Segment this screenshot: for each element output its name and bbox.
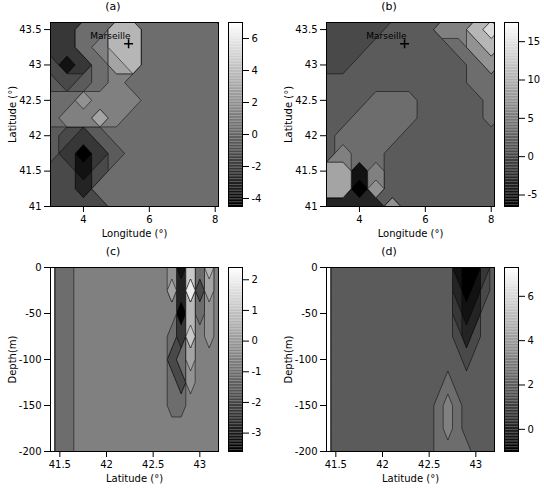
svg-text:Latitude (°): Latitude (°): [7, 86, 18, 143]
svg-text:8: 8: [212, 214, 218, 225]
svg-text:-150: -150: [19, 400, 42, 411]
svg-text:43: 43: [469, 459, 482, 470]
svg-text:4: 4: [80, 214, 86, 225]
svg-text:0: 0: [252, 129, 258, 140]
svg-text:Latitude (°): Latitude (°): [283, 86, 294, 143]
html-text:(d): (d): [381, 245, 397, 258]
svg-text:2: 2: [528, 379, 534, 390]
svg-text:-5: -5: [528, 189, 538, 200]
svg-text:41: 41: [29, 201, 42, 212]
svg-text:Marseille: Marseille: [90, 31, 131, 41]
svg-text:6: 6: [528, 291, 534, 302]
svg-text:-50: -50: [301, 308, 317, 319]
svg-text:43.5: 43.5: [19, 24, 41, 35]
svg-text:43.5: 43.5: [295, 24, 317, 35]
svg-text:8: 8: [488, 214, 494, 225]
svg-text:10: 10: [528, 74, 541, 85]
svg-text:41.5: 41.5: [19, 165, 41, 176]
svg-text:42.5: 42.5: [142, 459, 164, 470]
svg-text:41.5: 41.5: [295, 165, 317, 176]
svg-text:-1: -1: [252, 366, 262, 377]
svg-text:6: 6: [422, 214, 428, 225]
svg-text:Longitude (°): Longitude (°): [102, 228, 168, 239]
svg-text:5: 5: [528, 113, 534, 124]
svg-text:42.5: 42.5: [418, 459, 440, 470]
svg-text:0: 0: [35, 262, 41, 273]
svg-text:-2: -2: [252, 161, 262, 172]
svg-text:Latitude (°): Latitude (°): [106, 473, 163, 484]
svg-text:-3: -3: [252, 427, 262, 438]
svg-text:6: 6: [252, 33, 258, 44]
svg-text:43: 43: [29, 59, 42, 70]
svg-text:Latitude (°): Latitude (°): [382, 473, 439, 484]
svg-text:0: 0: [311, 262, 317, 273]
svg-text:6: 6: [146, 214, 152, 225]
svg-text:-100: -100: [295, 354, 318, 365]
html-text:(b): (b): [381, 0, 397, 13]
svg-text:42: 42: [29, 130, 42, 141]
svg-text:1: 1: [252, 305, 258, 316]
svg-text:43: 43: [193, 459, 206, 470]
svg-text:4: 4: [356, 214, 362, 225]
svg-text:2: 2: [252, 97, 258, 108]
svg-text:2: 2: [252, 274, 258, 285]
svg-text:0: 0: [252, 335, 258, 346]
svg-text:41.5: 41.5: [49, 459, 71, 470]
svg-text:-4: -4: [252, 193, 262, 204]
svg-text:41: 41: [305, 201, 318, 212]
svg-text:Depth(m): Depth(m): [7, 335, 18, 383]
svg-text:4: 4: [528, 335, 534, 346]
svg-text:42: 42: [305, 130, 318, 141]
svg-text:-200: -200: [19, 446, 42, 457]
svg-text:-200: -200: [295, 446, 318, 457]
svg-text:42.5: 42.5: [295, 95, 317, 106]
svg-text:15: 15: [528, 36, 541, 47]
svg-text:-150: -150: [295, 400, 318, 411]
svg-text:-50: -50: [25, 308, 41, 319]
svg-text:0: 0: [528, 424, 534, 435]
svg-text:41.5: 41.5: [325, 459, 347, 470]
html-text:(c): (c): [105, 245, 121, 258]
svg-text:-2: -2: [252, 397, 262, 408]
svg-text:42: 42: [100, 459, 113, 470]
html-text:(a): (a): [105, 0, 121, 13]
svg-text:Longitude (°): Longitude (°): [378, 228, 444, 239]
svg-text:4: 4: [252, 65, 258, 76]
svg-text:0: 0: [528, 151, 534, 162]
svg-text:-100: -100: [19, 354, 42, 365]
svg-text:Depth(m): Depth(m): [283, 335, 294, 383]
svg-text:42: 42: [376, 459, 389, 470]
svg-text:Marseille: Marseille: [366, 31, 407, 41]
svg-text:43: 43: [305, 59, 318, 70]
svg-text:42.5: 42.5: [19, 95, 41, 106]
